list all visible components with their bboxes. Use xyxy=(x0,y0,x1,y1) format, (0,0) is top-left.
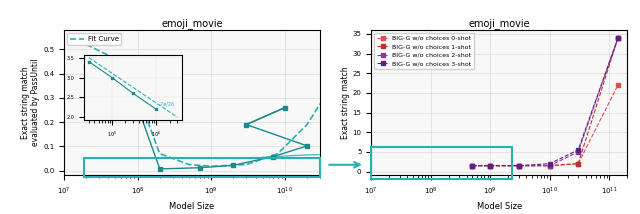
BIG-G w/o choices 0-shot xyxy=(515,164,522,167)
BIG-G w/o choices 1-shot xyxy=(614,37,622,39)
BIG-G w/o choices 3-shot xyxy=(574,149,582,151)
Fit Curve xyxy=(83,43,90,46)
Fit Curve xyxy=(274,152,282,155)
BIG-G w/o choices 1-shot xyxy=(546,164,554,167)
Fit Curve xyxy=(333,77,340,80)
Line: Fit Curve: Fit Curve xyxy=(86,30,371,166)
BIG-G w/o choices 1-shot xyxy=(515,164,522,167)
BIG-G w/o choices 0-shot xyxy=(468,164,476,167)
Line: BIG-G w/o choices 1-shot: BIG-G w/o choices 1-shot xyxy=(470,36,620,167)
BIG-G w/o choices 3-shot xyxy=(546,162,554,165)
BIG-G w/o choices 0-shot xyxy=(574,162,582,165)
Fit Curve xyxy=(207,165,215,168)
BIG-G w/o choices 2-shot xyxy=(486,164,494,167)
Line: BIG-G w/o choices 0-shot: BIG-G w/o choices 0-shot xyxy=(470,83,620,167)
Fit Curve xyxy=(303,123,311,126)
BIG-G w/o choices 3-shot xyxy=(486,164,494,167)
BIG-G w/o choices 1-shot xyxy=(486,164,494,167)
BIG-G w/o choices 1-shot xyxy=(468,164,476,167)
Line: BIG-G w/o choices 2-shot: BIG-G w/o choices 2-shot xyxy=(470,36,620,167)
BIG-G w/o choices 2-shot xyxy=(574,151,582,153)
Y-axis label: Exact string match
evaluated by PassUntil: Exact string match evaluated by PassUnti… xyxy=(21,59,40,146)
BIG-G w/o choices 2-shot xyxy=(546,164,554,167)
Y-axis label: Exact string match: Exact string match xyxy=(340,66,349,139)
Text: w/o PassUntil: w/o PassUntil xyxy=(0,213,1,214)
BIG-G w/o choices 3-shot xyxy=(468,164,476,167)
Fit Curve xyxy=(122,63,130,65)
BIG-G w/o choices 3-shot xyxy=(614,37,622,39)
Fit Curve xyxy=(156,152,164,155)
Fit Curve xyxy=(367,29,375,31)
Fit Curve xyxy=(185,163,193,166)
X-axis label: Model Size: Model Size xyxy=(477,202,522,211)
BIG-G w/o choices 1-shot xyxy=(574,162,582,165)
Title: emoji_movie: emoji_movie xyxy=(468,18,530,29)
BIG-G w/o choices 3-shot xyxy=(515,164,522,167)
BIG-G w/o choices 2-shot xyxy=(468,164,476,167)
BIG-G w/o choices 0-shot xyxy=(486,164,494,167)
Legend: Fit Curve: Fit Curve xyxy=(67,33,122,45)
Title: emoji_movie: emoji_movie xyxy=(161,18,223,29)
BIG-G w/o choices 2-shot xyxy=(614,37,622,39)
BIG-G w/o choices 0-shot xyxy=(614,84,622,86)
Line: BIG-G w/o choices 3-shot: BIG-G w/o choices 3-shot xyxy=(470,36,620,167)
X-axis label: Model Size: Model Size xyxy=(170,202,214,211)
Fit Curve xyxy=(243,163,250,166)
BIG-G w/o choices 0-shot xyxy=(546,164,554,167)
BIG-G w/o choices 2-shot xyxy=(515,164,522,167)
Legend: BIG-G w/o choices 0-shot, BIG-G w/o choices 1-shot, BIG-G w/o choices 2-shot, BI: BIG-G w/o choices 0-shot, BIG-G w/o choi… xyxy=(374,33,474,69)
